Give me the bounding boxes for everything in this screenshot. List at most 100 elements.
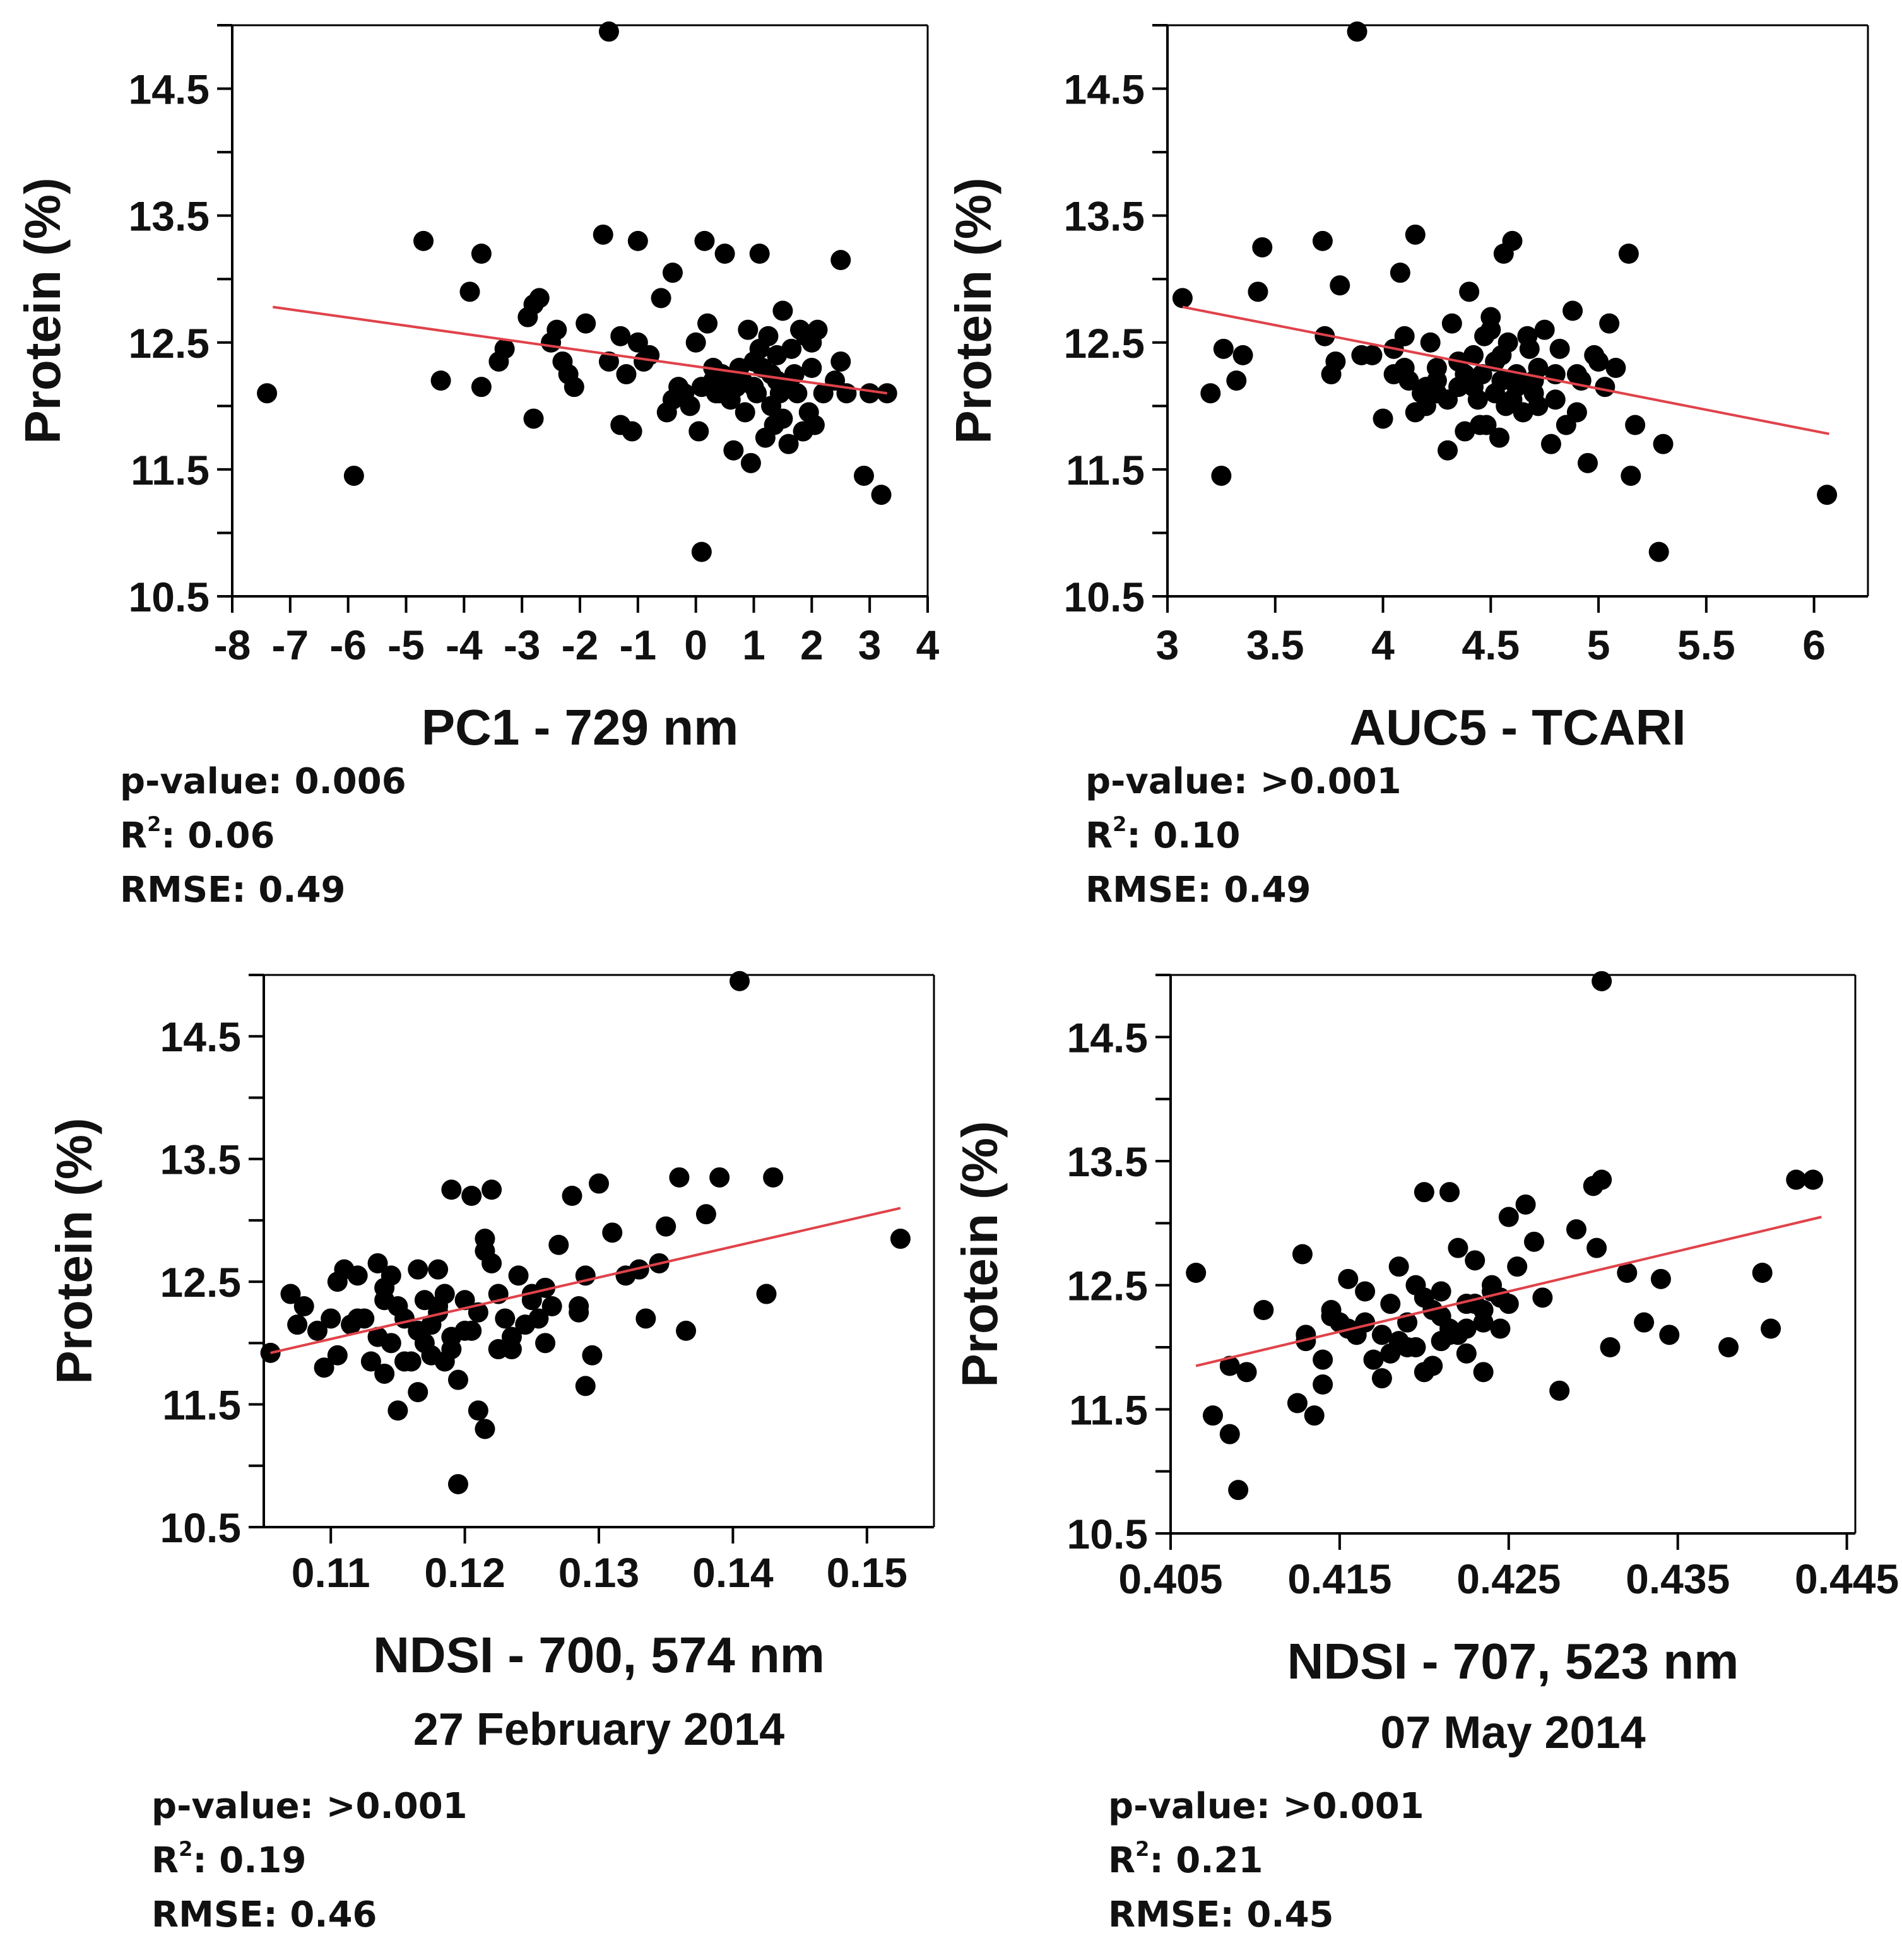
data-point [257,383,278,404]
y-tick-label: 14.5 [1067,1014,1148,1061]
rmse-label: RMSE: [1085,870,1224,911]
data-point [1313,1374,1333,1395]
data-point [676,1320,697,1341]
data-point [523,408,544,429]
x-tick-label: 0.11 [292,1549,370,1596]
p-value-label: p-value: [1085,761,1260,802]
data-point [1474,326,1495,346]
data-point [1371,1368,1392,1389]
data-point [475,1419,495,1439]
data-point [374,1363,395,1384]
data-point [441,1339,462,1360]
data-point [1292,1244,1313,1265]
data-point [747,383,767,404]
data-point [546,319,567,340]
x-axis-label: PC1 - 729 nm [422,699,738,755]
y-tick-label: 14.5 [129,66,210,113]
data-point [1248,281,1268,302]
x-tick-label: -4 [446,622,483,668]
data-point [1578,452,1598,473]
data-point [1473,1362,1494,1383]
data-point [1566,1219,1586,1240]
data-point [381,1265,401,1286]
data-point [1186,1263,1207,1283]
p-value-line: p-value: >0.001 [1085,755,1402,809]
data-point [859,383,880,404]
data-point [569,1296,589,1316]
x-tick-label: -2 [562,622,599,668]
y-tick-label: 11.5 [131,447,210,493]
data-point [1362,345,1383,365]
data-point [1338,1268,1359,1289]
x-tick-label: 0.445 [1795,1556,1899,1602]
data-point [528,1308,549,1329]
data-point [447,1369,468,1390]
data-point [680,396,700,416]
data-point [723,440,744,461]
data-point [408,1259,428,1280]
data-point [656,1216,676,1237]
data-point [749,244,770,264]
data-point [1313,1349,1333,1370]
data-point [1592,1169,1612,1190]
data-point [459,281,480,302]
x-tick-label: -7 [271,622,309,668]
r2-superscript: 2 [147,812,162,836]
data-point [804,415,825,435]
data-point [1473,1300,1494,1320]
p-value-label: p-value: [120,761,295,802]
rmse-value: 0.49 [1224,870,1311,911]
x-tick-label: -1 [619,622,656,668]
p-value: >0.001 [326,1786,468,1827]
p-value: >0.001 [1282,1786,1424,1827]
data-point [1545,389,1566,410]
rmse-value: 0.46 [290,1894,377,1935]
data-point [1562,300,1583,321]
data-point [1502,230,1523,251]
data-point [1420,332,1441,353]
data-point [1405,402,1426,423]
data-point [1617,1263,1638,1283]
data-point [1304,1405,1325,1426]
rmse-line: RMSE: 0.45 [1108,1888,1424,1942]
data-point [347,1308,368,1329]
data-point [1456,1294,1477,1314]
data-point [548,1234,569,1255]
p-value-label: p-value: [1108,1786,1283,1827]
data-point [1549,338,1570,359]
regression-line [1195,1215,1822,1367]
data-point [1592,971,1612,991]
y-axis-label: Protein (%) [952,1121,1008,1387]
x-tick-label: 3 [1156,622,1179,668]
x-tick-label: 0.14 [692,1549,774,1596]
data-point [758,326,779,346]
data-point [1202,1405,1223,1426]
data-point [1448,1237,1468,1258]
r2-superscript: 2 [179,1837,193,1861]
data-point [1817,485,1838,505]
data-point [772,300,793,321]
data-point [562,1186,582,1206]
data-point [1752,1263,1773,1283]
r2-superscript: 2 [1135,1837,1150,1861]
r2-line: R2: 0.06 [120,809,406,863]
data-point [461,1320,482,1341]
y-tick-label: 11.5 [1069,1386,1148,1433]
chart-panel-auc5: 10.5 11.5 12.5 13.5 14.5 3 3.5 4 4.5 5 5.5 6 AUC5 - … [945,21,1869,755]
data-point [1441,313,1462,334]
data-point [1431,1306,1451,1326]
stats-block-pc1: p-value: 0.006 R2: 0.06 RMSE: 0.49 [120,755,406,918]
data-point [413,230,434,251]
data-point [367,1326,388,1347]
data-point [1439,1182,1460,1203]
data-point [1463,345,1484,365]
y-tick-label: 10.5 [129,574,210,620]
data-point [495,1308,516,1329]
data-point [1540,434,1561,454]
data-point [529,288,550,309]
data-point [1621,465,1641,486]
data-point [1431,1281,1451,1302]
data-point [807,319,828,340]
x-tick-label: -5 [387,622,425,668]
